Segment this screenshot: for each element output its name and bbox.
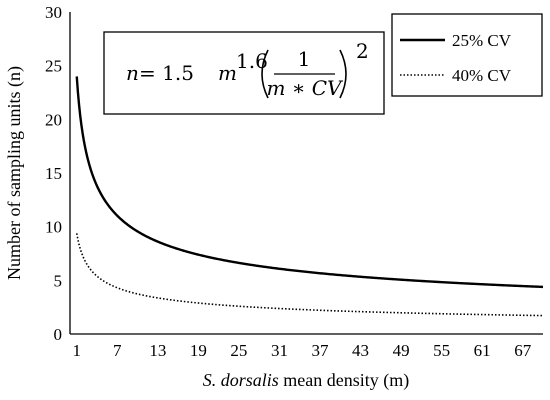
series-line-25-cv bbox=[75, 76, 544, 289]
y-tick-label: 10 bbox=[45, 218, 62, 237]
equation-denominator: m ∗ CV bbox=[266, 76, 344, 100]
x-tick-label: 25 bbox=[230, 341, 247, 360]
x-tick-label: 67 bbox=[514, 341, 532, 360]
x-axis-title-species: S. dorsalis bbox=[203, 370, 279, 390]
x-tick-label: 37 bbox=[312, 341, 330, 360]
equation-power: 2 bbox=[356, 39, 369, 63]
x-tick-label: 13 bbox=[149, 341, 166, 360]
x-tick-labels: 1 7 13 19 25 31 37 43 49 55 61 67 bbox=[73, 341, 532, 360]
legend-frame bbox=[391, 13, 543, 97]
equation-frame bbox=[103, 31, 385, 115]
y-tick-label: 15 bbox=[45, 164, 62, 183]
x-tick-label: 49 bbox=[393, 341, 410, 360]
x-tick-label: 7 bbox=[113, 341, 122, 360]
x-tick-label: 1 bbox=[73, 341, 82, 360]
y-tick-label: 0 bbox=[54, 325, 63, 344]
y-tick-label: 5 bbox=[54, 271, 63, 290]
x-axis-title: S. dorsalis mean density (m) bbox=[203, 370, 410, 391]
x-tick-label: 55 bbox=[433, 341, 450, 360]
y-tick-label: 30 bbox=[45, 3, 62, 22]
equation-numerator: 1 bbox=[298, 47, 311, 71]
legend-label-25: 25% CV bbox=[452, 31, 512, 50]
x-axis-title-rest: mean density (m) bbox=[279, 370, 409, 391]
x-tick-label: 61 bbox=[474, 341, 491, 360]
equation-coefficient: = 1.5 bbox=[139, 61, 194, 85]
legend-label-40: 40% CV bbox=[452, 66, 512, 85]
equation-lhs: n bbox=[126, 61, 139, 85]
x-tick-label: 19 bbox=[190, 341, 207, 360]
equation-base: m bbox=[218, 61, 237, 85]
y-axis-title: Number of sampling units (n) bbox=[4, 66, 25, 280]
legend: 25% CV 40% CV bbox=[391, 13, 543, 97]
equation-right-paren bbox=[339, 49, 347, 99]
y-tick-labels: 0 5 10 15 20 25 30 bbox=[45, 3, 62, 344]
equation-left-paren bbox=[261, 49, 269, 99]
x-tick-label: 31 bbox=[271, 341, 288, 360]
x-tick-label: 43 bbox=[352, 341, 369, 360]
y-tick-label: 25 bbox=[45, 57, 62, 76]
series-line-40-cv bbox=[75, 233, 544, 317]
equation-box: n = 1.5 m 1.6 1 m ∗ CV 2 bbox=[103, 31, 385, 115]
y-tick-label: 20 bbox=[45, 110, 62, 129]
series-lines bbox=[75, 76, 544, 317]
